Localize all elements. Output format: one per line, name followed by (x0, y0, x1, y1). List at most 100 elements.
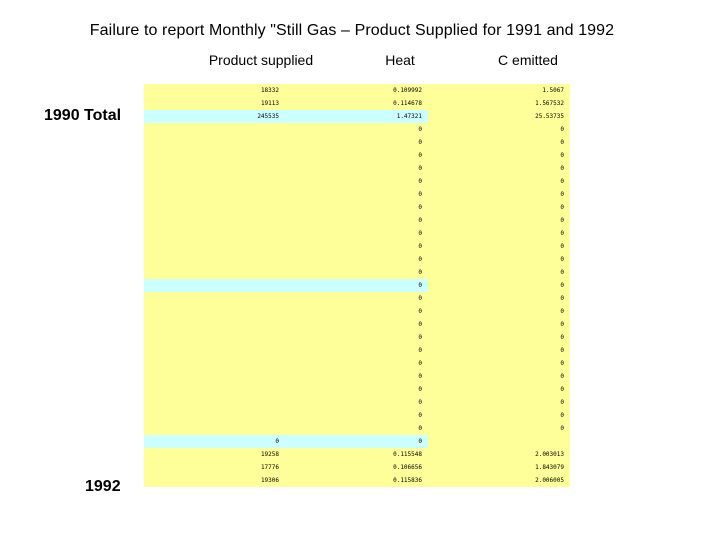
c-emitted-cell: 0 (428, 253, 570, 266)
c-emitted-cell: 0 (428, 292, 570, 305)
table-row: 19113 0.114678 1.567532 (144, 97, 570, 110)
table-row: 18332 0.109992 1.5067 (144, 84, 570, 97)
product-supplied-cell (144, 409, 285, 422)
page-title: Failure to report Monthly "Still Gas – P… (89, 22, 615, 39)
heat-cell: 0 (285, 123, 428, 136)
c-emitted-cell: 0 (428, 409, 570, 422)
c-emitted-cell: 1.567532 (428, 97, 570, 110)
product-supplied-cell: 245535 (144, 110, 285, 123)
heat-cell: 0 (285, 357, 428, 370)
c-emitted-cell: 0 (428, 370, 570, 383)
product-supplied-cell: 19258 (144, 448, 285, 461)
heat-cell: 0 (285, 409, 428, 422)
product-supplied-cell (144, 305, 285, 318)
c-emitted-cell: 0 (428, 422, 570, 435)
heat-cell: 0 (285, 214, 428, 227)
heat-cell: 0 (285, 266, 428, 279)
column-header-c-emitted: C emitted (498, 52, 558, 68)
table-row: 17776 0.106656 1.843079 (144, 461, 570, 474)
c-emitted-cell: 0 (428, 201, 570, 214)
heat-cell: 0 (285, 149, 428, 162)
product-supplied-cell (144, 227, 285, 240)
data-table: 18332 0.109992 1.5067 19113 0.114678 1.567532… (144, 84, 570, 487)
product-supplied-cell: 18332 (144, 84, 285, 97)
c-emitted-cell: 0 (428, 136, 570, 149)
heat-cell: 0 (285, 383, 428, 396)
table-row: 19306 0.115836 2.006005 (144, 474, 570, 487)
c-emitted-cell: 1.5067 (428, 84, 570, 97)
c-emitted-cell: 0 (428, 227, 570, 240)
c-emitted-cell: 25.53735 (428, 110, 570, 123)
c-emitted-cell: 2.006005 (428, 474, 570, 487)
heat-cell: 0 (285, 318, 428, 331)
product-supplied-cell (144, 383, 285, 396)
table-row: 245535 1.47321 25.53735 (144, 110, 570, 123)
heat-cell: 0.114678 (285, 97, 428, 110)
heat-cell: 0 (285, 370, 428, 383)
heat-cell: 0 (285, 305, 428, 318)
product-supplied-cell (144, 318, 285, 331)
c-emitted-cell: 0 (428, 188, 570, 201)
product-supplied-cell (144, 422, 285, 435)
product-supplied-cell (144, 253, 285, 266)
product-supplied-cell (144, 240, 285, 253)
heat-cell: 0.109992 (285, 84, 428, 97)
c-emitted-cell: 0 (428, 123, 570, 136)
product-supplied-cell (144, 214, 285, 227)
product-supplied-cell (144, 162, 285, 175)
c-emitted-cell: 0 (428, 383, 570, 396)
heat-cell: 0 (285, 201, 428, 214)
heat-cell: 0 (285, 279, 428, 292)
c-emitted-cell: 0 (428, 357, 570, 370)
product-supplied-cell: 0 (144, 435, 285, 448)
heat-cell: 0 (285, 240, 428, 253)
column-header-product-supplied: Product supplied (208, 52, 314, 68)
product-supplied-cell (144, 344, 285, 357)
product-supplied-cell (144, 188, 285, 201)
heat-cell: 0 (285, 422, 428, 435)
product-supplied-cell (144, 175, 285, 188)
heat-cell: 0.115548 (285, 448, 428, 461)
product-supplied-cell (144, 149, 285, 162)
product-supplied-cell (144, 136, 285, 149)
heat-cell: 0 (285, 344, 428, 357)
product-supplied-cell (144, 266, 285, 279)
c-emitted-cell: 2.003013 (428, 448, 570, 461)
c-emitted-cell: 0 (428, 240, 570, 253)
c-emitted-cell: 0 (428, 266, 570, 279)
heat-cell: 0 (285, 253, 428, 266)
product-supplied-cell: 17776 (144, 461, 285, 474)
row-label-1992: 1992 (85, 478, 121, 495)
heat-cell: 0 (285, 162, 428, 175)
product-supplied-cell (144, 331, 285, 344)
c-emitted-cell: 0 (428, 396, 570, 409)
heat-cell: 0 (285, 292, 428, 305)
heat-cell: 0 (285, 435, 428, 448)
product-supplied-cell (144, 123, 285, 136)
c-emitted-cell: 0 (428, 279, 570, 292)
heat-cell: 0 (285, 396, 428, 409)
column-header-heat: Heat (385, 52, 415, 68)
c-emitted-cell: 1.843079 (428, 461, 570, 474)
c-emitted-cell: 0 (428, 214, 570, 227)
c-emitted-cell (428, 435, 570, 448)
